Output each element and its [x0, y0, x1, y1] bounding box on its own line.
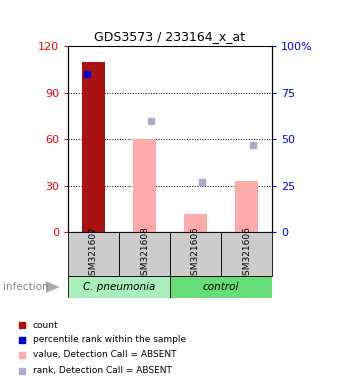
Bar: [170, 276, 272, 298]
Polygon shape: [46, 281, 60, 293]
Text: GSM321606: GSM321606: [242, 226, 251, 281]
Bar: [170, 232, 221, 276]
Bar: [133, 139, 156, 232]
Bar: [68, 276, 170, 298]
Text: C. pneumonia: C. pneumonia: [83, 282, 155, 292]
Title: GDS3573 / 233164_x_at: GDS3573 / 233164_x_at: [95, 30, 245, 43]
Text: value, Detection Call = ABSENT: value, Detection Call = ABSENT: [33, 350, 176, 359]
Bar: [221, 232, 272, 276]
Text: count: count: [33, 321, 58, 329]
Text: GSM321605: GSM321605: [191, 226, 200, 281]
Text: GSM321607: GSM321607: [89, 226, 98, 281]
Text: control: control: [203, 282, 239, 292]
Bar: [235, 181, 258, 232]
Text: rank, Detection Call = ABSENT: rank, Detection Call = ABSENT: [33, 366, 172, 375]
Text: percentile rank within the sample: percentile rank within the sample: [33, 335, 186, 344]
Bar: [82, 61, 105, 232]
Text: GSM321608: GSM321608: [140, 226, 149, 281]
Text: infection: infection: [3, 282, 49, 292]
Bar: [119, 232, 170, 276]
Bar: [68, 232, 119, 276]
Bar: [184, 214, 207, 232]
